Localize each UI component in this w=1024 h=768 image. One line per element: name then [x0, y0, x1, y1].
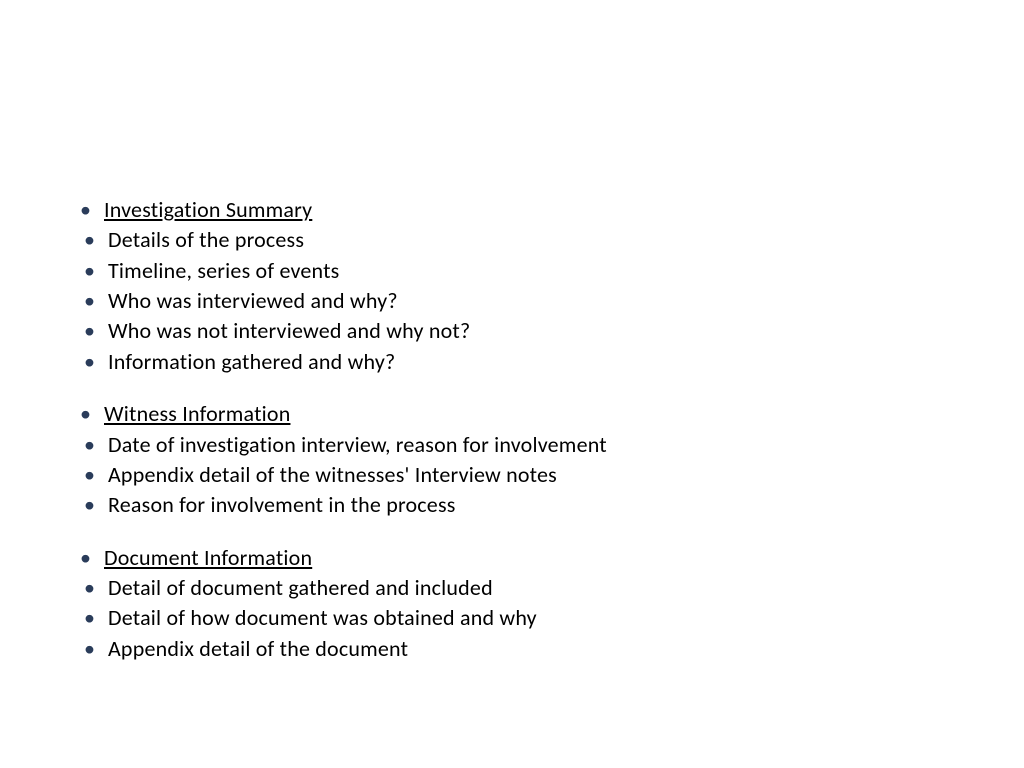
list-item: Information gathered and why? — [78, 347, 1024, 377]
section-heading-document: Document Information — [78, 543, 1024, 573]
heading-text: Investigation Summary — [104, 196, 312, 223]
section-heading-investigation: Investigation Summary — [78, 195, 1024, 225]
list-item: Appendix detail of the witnesses' Interv… — [78, 460, 1024, 490]
bullet-list: Investigation Summary Details of the pro… — [78, 195, 1024, 664]
list-item: Date of investigation interview, reason … — [78, 430, 1024, 460]
heading-text: Document Information — [104, 544, 312, 571]
list-item: Details of the process — [78, 225, 1024, 255]
list-item: Timeline, series of events — [78, 256, 1024, 286]
section-spacer — [78, 521, 1024, 543]
list-item: Who was interviewed and why? — [78, 286, 1024, 316]
list-item: Appendix detail of the document — [78, 634, 1024, 664]
list-item: Detail of document gathered and included — [78, 573, 1024, 603]
section-spacer — [78, 377, 1024, 399]
section-heading-witness: Witness Information — [78, 399, 1024, 429]
list-item: Detail of how document was obtained and … — [78, 603, 1024, 633]
slide-content: Investigation Summary Details of the pro… — [0, 0, 1024, 768]
list-item: Who was not interviewed and why not? — [78, 316, 1024, 346]
heading-text: Witness Information — [104, 400, 290, 427]
list-item: Reason for involvement in the process — [78, 490, 1024, 520]
